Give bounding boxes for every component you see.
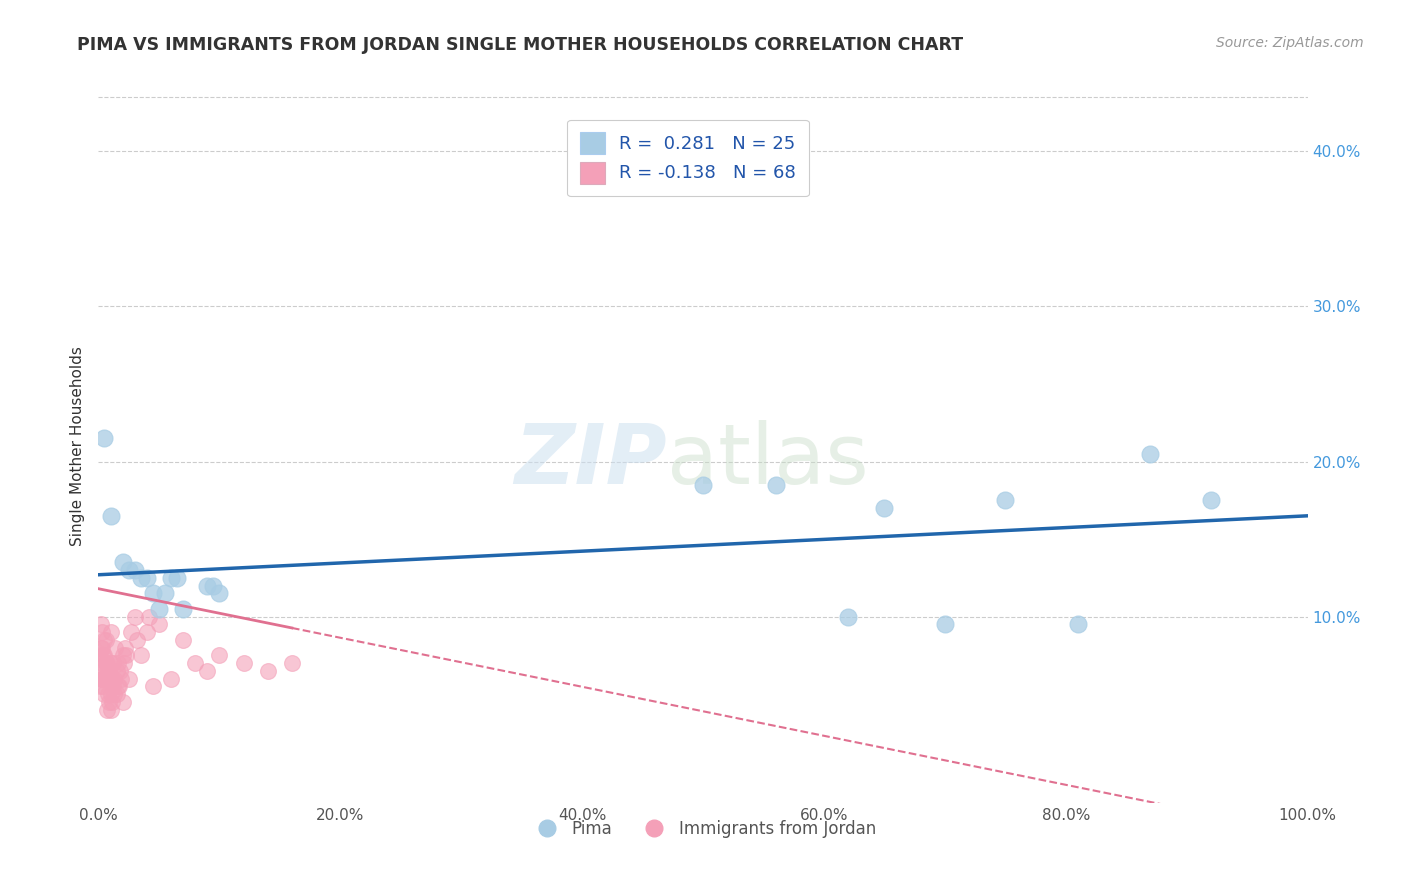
Point	[124, 563, 146, 577]
Point	[98, 664, 121, 678]
Text: Source: ZipAtlas.com: Source: ZipAtlas.com	[1216, 36, 1364, 50]
Point	[195, 579, 218, 593]
Point	[111, 695, 134, 709]
Point	[94, 672, 117, 686]
Point	[100, 695, 122, 709]
Point	[93, 648, 115, 663]
Point	[1139, 447, 1161, 461]
Point	[127, 632, 149, 647]
Point	[111, 648, 134, 663]
Point	[184, 656, 207, 670]
Point	[153, 586, 176, 600]
Point	[91, 648, 114, 663]
Point	[100, 625, 122, 640]
Point	[101, 680, 124, 694]
Point	[90, 617, 112, 632]
Point	[93, 431, 115, 445]
Point	[118, 672, 141, 686]
Point	[120, 625, 142, 640]
Point	[142, 680, 165, 694]
Point	[96, 656, 118, 670]
Point	[281, 656, 304, 670]
Point	[89, 664, 111, 678]
Point	[97, 687, 120, 701]
Point	[96, 672, 118, 686]
Point	[118, 563, 141, 577]
Point	[91, 680, 114, 694]
Point	[91, 664, 114, 678]
Point	[90, 640, 112, 655]
Point	[103, 672, 125, 686]
Point	[108, 664, 131, 678]
Point	[93, 672, 115, 686]
Text: PIMA VS IMMIGRANTS FROM JORDAN SINGLE MOTHER HOUSEHOLDS CORRELATION CHART: PIMA VS IMMIGRANTS FROM JORDAN SINGLE MO…	[77, 36, 963, 54]
Point	[100, 672, 122, 686]
Point	[93, 632, 115, 647]
Point	[107, 680, 129, 694]
Point	[104, 640, 127, 655]
Point	[94, 632, 117, 647]
Point	[91, 656, 114, 670]
Point	[160, 672, 183, 686]
Point	[160, 571, 183, 585]
Point	[105, 687, 128, 701]
Point	[89, 648, 111, 663]
Point	[97, 672, 120, 686]
Text: atlas: atlas	[666, 420, 869, 500]
Point	[166, 571, 188, 585]
Point	[138, 609, 160, 624]
Point	[91, 625, 114, 640]
Point	[202, 579, 225, 593]
Point	[107, 656, 129, 670]
Point	[112, 656, 135, 670]
Point	[100, 656, 122, 670]
Point	[172, 602, 194, 616]
Point	[934, 617, 956, 632]
Point	[111, 555, 134, 569]
Point	[837, 609, 859, 624]
Point	[873, 501, 896, 516]
Point	[129, 571, 152, 585]
Point	[91, 672, 114, 686]
Point	[208, 586, 231, 600]
Point	[98, 695, 121, 709]
Legend: Pima, Immigrants from Jordan: Pima, Immigrants from Jordan	[523, 814, 883, 845]
Point	[93, 687, 115, 701]
Point	[765, 477, 787, 491]
Point	[692, 477, 714, 491]
Point	[103, 687, 125, 701]
Point	[96, 703, 118, 717]
Point	[115, 648, 138, 663]
Point	[100, 703, 122, 717]
Point	[994, 493, 1017, 508]
Point	[195, 664, 218, 678]
Point	[100, 508, 122, 523]
Point	[97, 664, 120, 678]
Point	[114, 640, 136, 655]
Point	[148, 617, 170, 632]
Point	[108, 680, 131, 694]
Point	[1067, 617, 1090, 632]
Point	[105, 664, 128, 678]
Point	[110, 672, 132, 686]
Point	[208, 648, 231, 663]
Point	[90, 672, 112, 686]
Point	[1199, 493, 1222, 508]
Point	[135, 625, 157, 640]
Point	[172, 632, 194, 647]
Point	[129, 648, 152, 663]
Point	[135, 571, 157, 585]
Point	[101, 656, 124, 670]
Point	[94, 656, 117, 670]
Point	[232, 656, 254, 670]
Point	[91, 640, 114, 655]
Text: ZIP: ZIP	[515, 420, 666, 500]
Point	[89, 680, 111, 694]
Point	[148, 602, 170, 616]
Point	[124, 609, 146, 624]
Y-axis label: Single Mother Households: Single Mother Households	[69, 346, 84, 546]
Point	[256, 664, 278, 678]
Point	[142, 586, 165, 600]
Point	[100, 687, 122, 701]
